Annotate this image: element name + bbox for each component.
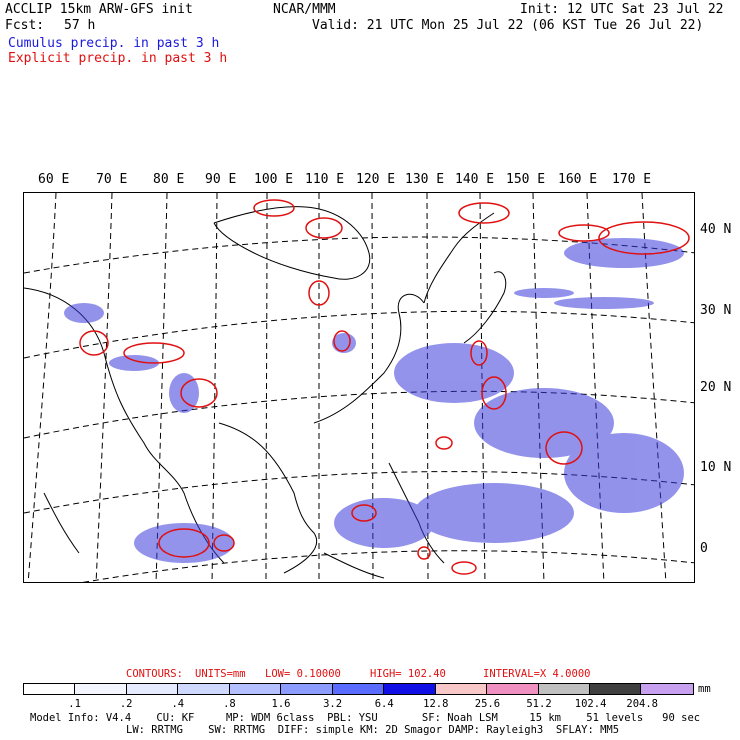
map-canvas (24, 193, 694, 582)
colorbar-cell (178, 684, 230, 694)
lat-label-0: 0 (700, 541, 708, 556)
explicit-precip (79, 199, 690, 575)
lon-label-140e: 140 E (455, 172, 495, 187)
colorbar-cell (24, 684, 76, 694)
contours-units: UNITS=mm (195, 668, 246, 680)
colorbar-tick-label: 3.2 (323, 698, 343, 710)
colorbar-tick-label: 6.4 (374, 698, 394, 710)
cumulus-precip (64, 238, 684, 563)
colorbar-cell (384, 684, 436, 694)
footer-physics-info: LW: RRTMG SW: RRTMG DIFF: simple KM: 2D … (126, 724, 620, 736)
lon-label-160e: 160 E (558, 172, 598, 187)
colorbar-tick-label: 12.8 (423, 698, 449, 710)
init-time: Init: 12 UTC Sat 23 Jul 22 (520, 2, 724, 17)
lat-label-20n: 20 N (700, 380, 732, 395)
footer-model-info: Model Info: V4.4 CU: KF MP: WDM 6class P… (30, 712, 701, 724)
colorbar-tick-label: .4 (171, 698, 185, 710)
colorbar-cell (641, 684, 693, 694)
colorbar-tick-label: 204.8 (626, 698, 658, 710)
lon-label-170e: 170 E (612, 172, 652, 187)
lon-label-130e: 130 E (405, 172, 445, 187)
colorbar-cell (538, 684, 590, 694)
lat-label-40n: 40 N (700, 222, 732, 237)
colorbar-tick-label: 25.6 (474, 698, 501, 710)
legend-explicit: Explicit precip. in past 3 h (8, 51, 228, 66)
contours-low: LOW= 0.10000 (265, 668, 341, 680)
colorbar-cell (229, 684, 282, 694)
contours-label: CONTOURS: (126, 668, 183, 680)
lon-label-110e: 110 E (305, 172, 345, 187)
contours-high: HIGH= 102.40 (370, 668, 446, 680)
colorbar-cell (332, 684, 385, 694)
lon-label-60e: 60 E (38, 172, 70, 187)
colorbar-tick-label: 102.4 (574, 698, 607, 710)
colorbar-cell (589, 684, 642, 694)
lat-label-10n: 10 N (700, 460, 732, 475)
lon-label-120e: 120 E (356, 172, 396, 187)
colorbar-cell (487, 684, 539, 694)
colorbar-tick-label: 51.2 (526, 698, 552, 710)
lon-label-150e: 150 E (506, 172, 546, 187)
contours-interval: INTERVAL=X 4.0000 (483, 668, 591, 680)
forecast-hours: 57 h (64, 18, 96, 33)
legend-cumulus: Cumulus precip. in past 3 h (8, 36, 220, 51)
valid-time: Valid: 21 UTC Mon 25 Jul 22 (06 KST Tue … (312, 18, 704, 33)
colorbar-cell (126, 684, 179, 694)
precipitation-map (23, 192, 695, 583)
lat-label-30n: 30 N (700, 303, 732, 318)
center-name: NCAR/MMM (273, 2, 336, 17)
colorbar-tick-label: 1.6 (271, 698, 291, 710)
colorbar (23, 683, 694, 695)
colorbar-tick-label: .2 (119, 698, 133, 710)
lon-label-80e: 80 E (153, 172, 185, 187)
model-title: ACCLIP 15km ARW-GFS init (5, 2, 193, 17)
colorbar-cell (281, 684, 333, 694)
lon-label-70e: 70 E (96, 172, 128, 187)
forecast-label: Fcst: (5, 18, 45, 33)
lon-label-100e: 100 E (254, 172, 294, 187)
lon-label-90e: 90 E (205, 172, 237, 187)
colorbar-cell (75, 684, 127, 694)
colorbar-cell (435, 684, 488, 694)
colorbar-tick-label: .8 (223, 698, 236, 710)
colorbar-tick-label: .1 (68, 698, 81, 710)
colorbar-unit: mm (698, 683, 711, 695)
